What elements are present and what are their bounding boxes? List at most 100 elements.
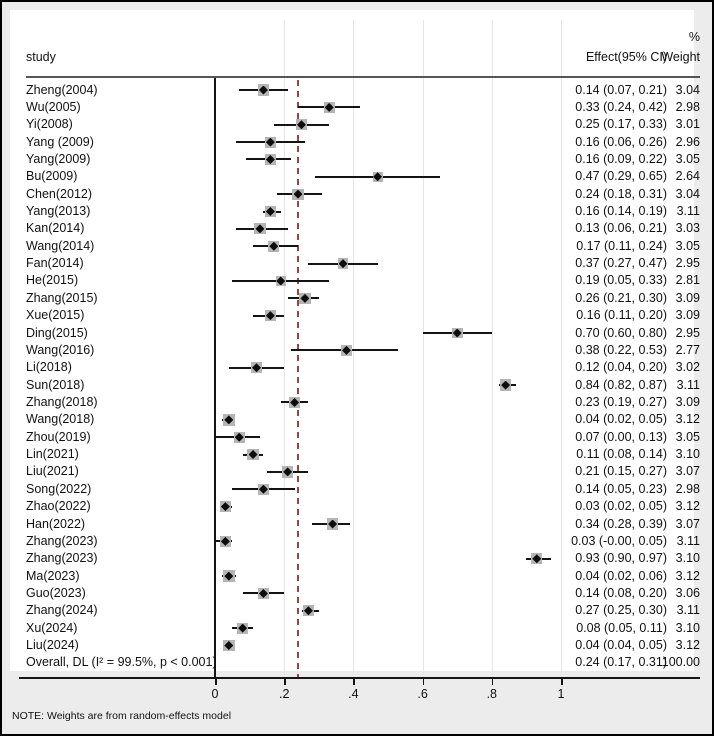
- effect-ci-value: 0.03 (-0.00, 0.05): [571, 533, 667, 548]
- effect-ci-value: 0.38 (0.22, 0.53): [575, 342, 667, 357]
- overall-effect-dashed-line: [297, 80, 299, 677]
- gridline: [284, 20, 286, 677]
- effect-diamond: [265, 207, 275, 217]
- column-header-study: study: [26, 50, 56, 64]
- weight-value: 2.77: [675, 342, 700, 357]
- effect-ci-value: 0.04 (0.04, 0.05): [575, 638, 667, 653]
- study-label: Li(2018): [26, 360, 72, 375]
- weight-value: 3.11: [676, 533, 700, 548]
- effect-ci-value: 0.14 (0.05, 0.23): [575, 481, 667, 496]
- effect-diamond: [269, 241, 279, 251]
- weight-value: 100.00: [661, 655, 700, 670]
- effect-diamond: [224, 571, 234, 581]
- x-axis-tick-label: .8: [486, 687, 498, 701]
- overall-label: Overall, DL (I² = 99.5%, p < 0.001): [26, 655, 217, 670]
- weight-value: 2.98: [675, 481, 700, 496]
- effect-diamond: [220, 536, 230, 546]
- effect-ci-value: 0.34 (0.28, 0.39): [575, 516, 667, 531]
- weight-value: 3.04: [675, 82, 700, 97]
- effect-ci-value: 0.84 (0.82, 0.87): [575, 377, 667, 392]
- effect-ci-value: 0.47 (0.29, 0.65): [575, 169, 667, 184]
- effect-diamond: [258, 85, 268, 95]
- weight-value: 3.11: [676, 603, 700, 618]
- effect-diamond: [338, 259, 348, 269]
- study-label: Zhang(2024): [26, 603, 98, 618]
- effect-ci-value: 0.04 (0.02, 0.05): [575, 412, 667, 427]
- weight-value: 3.09: [675, 308, 700, 323]
- study-label: Zheng(2004): [26, 82, 98, 97]
- effect-ci-value: 0.03 (0.02, 0.05): [575, 499, 667, 514]
- effect-diamond: [328, 519, 338, 529]
- study-label: Yang(2009): [26, 151, 91, 166]
- x-axis-tick-label: 0: [211, 687, 219, 701]
- study-label: Liu(2021): [26, 464, 79, 479]
- effect-ci-value: 0.11 (0.08, 0.14): [576, 447, 667, 462]
- effect-ci-value: 0.16 (0.09, 0.22): [575, 151, 667, 166]
- effect-diamond: [248, 450, 258, 460]
- weight-value: 3.09: [675, 290, 700, 305]
- study-label: Lin(2021): [26, 447, 79, 462]
- study-label: Xue(2015): [26, 308, 85, 323]
- effect-ci-value: 0.19 (0.05, 0.33): [575, 273, 667, 288]
- x-axis-tick: [491, 679, 494, 685]
- effect-diamond: [452, 328, 462, 338]
- weights-note: NOTE: Weights are from random-effects mo…: [12, 710, 232, 722]
- weight-value: 3.05: [675, 429, 700, 444]
- effect-ci-value: 0.12 (0.04, 0.20): [575, 360, 667, 375]
- study-label: Wang(2018): [26, 412, 95, 427]
- effect-ci-value: 0.93 (0.90, 0.97): [575, 551, 667, 566]
- effect-ci-value: 0.13 (0.06, 0.21): [575, 221, 667, 236]
- weight-value: 3.05: [675, 151, 700, 166]
- study-label: Wang(2016): [26, 342, 95, 357]
- x-axis-tick: [284, 679, 286, 685]
- x-axis-tick-label: .4: [348, 687, 359, 701]
- header-divider: [26, 76, 700, 78]
- x-axis-tick-label: 1: [557, 687, 565, 701]
- study-label: Zhang(2023): [26, 533, 98, 548]
- study-label: Liu(2024): [26, 638, 79, 653]
- x-axis-tick: [353, 679, 355, 685]
- effect-diamond: [293, 189, 303, 199]
- weight-value: 3.12: [675, 638, 700, 653]
- weight-value: 3.07: [675, 464, 700, 479]
- effect-diamond: [290, 397, 300, 407]
- effect-diamond: [300, 293, 310, 303]
- effect-ci-value: 0.14 (0.08, 0.20): [575, 585, 667, 600]
- effect-diamond: [224, 641, 234, 651]
- weight-value: 2.95: [675, 325, 700, 340]
- weight-value: 2.64: [675, 169, 700, 184]
- weight-value: 3.12: [675, 568, 700, 583]
- study-label: Zhang(2023): [26, 551, 98, 566]
- study-label: Xu(2024): [26, 620, 78, 635]
- effect-ci-value: 0.16 (0.14, 0.19): [575, 204, 667, 219]
- weight-value: 3.10: [675, 551, 700, 566]
- study-label: Chen(2012): [26, 186, 93, 201]
- x-axis-tick-label: .2: [278, 687, 290, 701]
- weight-value: 3.09: [675, 394, 700, 409]
- study-label: Yi(2008): [26, 117, 73, 132]
- study-label: Ma(2023): [26, 568, 80, 583]
- effect-diamond: [258, 588, 268, 598]
- effect-diamond: [297, 120, 306, 130]
- weight-value: 2.96: [675, 134, 700, 149]
- x-axis-line: [19, 677, 700, 679]
- effect-ci-value: 0.23 (0.19, 0.27): [575, 394, 667, 409]
- gridline: [353, 20, 355, 677]
- effect-ci-value: 0.24 (0.17, 0.31): [575, 655, 667, 670]
- study-label: Zhou(2019): [26, 429, 91, 444]
- weight-value: 3.12: [675, 412, 700, 427]
- effect-diamond: [252, 363, 262, 373]
- x-axis-tick: [215, 679, 217, 685]
- study-label: Yang(2013): [26, 204, 91, 219]
- effect-ci-value: 0.26 (0.21, 0.30): [575, 290, 667, 305]
- weight-value: 3.10: [675, 620, 700, 635]
- effect-diamond: [532, 554, 542, 564]
- study-label: Sun(2018): [26, 377, 85, 392]
- effect-ci-value: 0.37 (0.27, 0.47): [575, 256, 667, 271]
- effect-ci-value: 0.04 (0.02, 0.06): [575, 568, 667, 583]
- effect-diamond: [303, 606, 313, 616]
- weight-value: 3.01: [675, 117, 700, 132]
- study-label: Song(2022): [26, 481, 92, 496]
- weight-value: 3.04: [675, 186, 700, 201]
